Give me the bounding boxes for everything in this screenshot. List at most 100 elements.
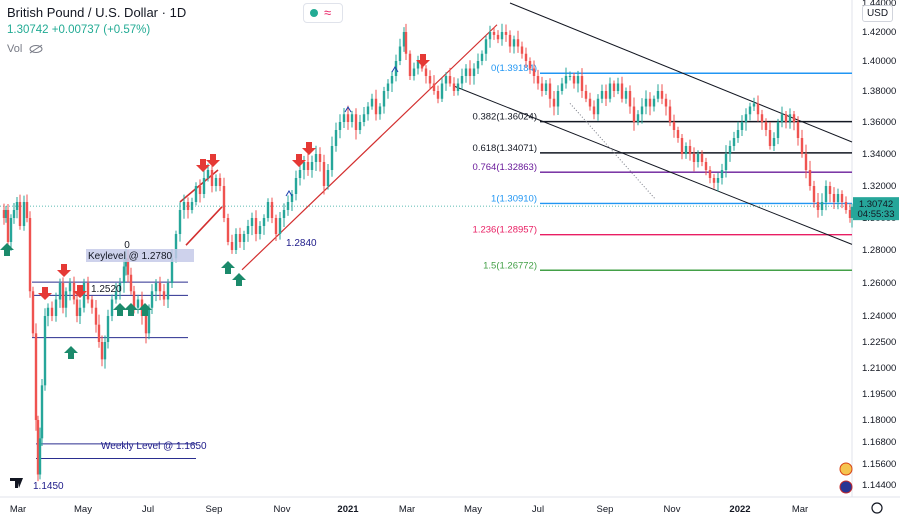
candle-body (378, 106, 382, 115)
candle-body (110, 299, 114, 316)
candle-body (178, 210, 182, 234)
time-tick-label: 2021 (337, 504, 359, 515)
candle-body (124, 258, 128, 267)
sell-arrow-icon (302, 142, 316, 155)
candle-body (362, 114, 366, 122)
candle-body (25, 202, 29, 218)
candle-body (18, 202, 22, 226)
candle-body (424, 68, 428, 76)
candle-body (166, 283, 170, 300)
candle-body (94, 307, 98, 325)
candle-body (840, 194, 844, 202)
settings-gear-icon (871, 502, 883, 514)
candle-body (222, 186, 226, 218)
candle-body (720, 170, 724, 178)
candle-body (318, 154, 322, 162)
currency-button[interactable]: USD (862, 5, 893, 22)
candle-body (480, 53, 484, 61)
candle-body (788, 114, 792, 122)
candle-body (572, 76, 576, 84)
candle-body (700, 154, 704, 162)
candle-body (812, 186, 816, 202)
candle-body (234, 234, 238, 250)
candle-body (354, 114, 358, 130)
candle-body (58, 283, 62, 300)
candle-body (548, 83, 552, 99)
candle-body (844, 202, 848, 210)
candle-body (712, 178, 716, 183)
candle-body (564, 76, 568, 84)
bar-countdown: 04:55:33 (858, 209, 895, 220)
candle-body (302, 162, 306, 170)
indicator-toggle[interactable]: ≈ (303, 3, 343, 23)
sell-arrow-icon (38, 287, 52, 300)
candle-body (286, 202, 290, 210)
chevron-marker-icon (344, 106, 352, 113)
candle-body (608, 83, 612, 99)
candle-body (129, 274, 133, 292)
candle-body (672, 122, 676, 130)
candle-body (144, 316, 148, 334)
fib-level-label: 1.5(1.26772) (483, 260, 537, 271)
candle-body (544, 83, 548, 91)
red-trend-line (241, 24, 498, 271)
candle-body (322, 162, 326, 186)
candle-body (508, 34, 512, 47)
price-tick-label: 1.34000 (862, 149, 896, 160)
candle-body (22, 202, 26, 226)
candle-body (500, 32, 504, 40)
candle-body (326, 170, 330, 186)
sell-arrow-icon (206, 154, 220, 167)
candle-body (226, 218, 230, 242)
price-tick-label: 1.19500 (862, 389, 896, 400)
candle-body (390, 76, 394, 84)
candle-body (147, 307, 151, 334)
interval-label[interactable]: 1D (169, 5, 187, 20)
price-tick-label: 1.28000 (862, 245, 896, 256)
candle-body (448, 76, 452, 84)
candle-body (310, 162, 314, 170)
candle-body (382, 91, 386, 107)
candle-body (704, 162, 708, 170)
tradingview-logo-icon (10, 478, 23, 488)
candle-body (170, 258, 174, 283)
time-tick-label: Mar (399, 504, 415, 515)
candle-body (82, 283, 86, 308)
candle-body (198, 186, 202, 194)
candle-body (210, 170, 214, 186)
volume-legend[interactable]: Vol (7, 43, 43, 55)
candle-body (262, 218, 266, 226)
candle-body (612, 83, 616, 91)
candle-body (298, 170, 302, 178)
candle-body (90, 299, 94, 308)
candle-body (512, 39, 516, 47)
candle-body (274, 218, 278, 234)
low-1.1450-label: 1.1450 (33, 481, 64, 492)
candle-body (556, 91, 560, 107)
candle-body (656, 91, 660, 99)
candle-body (772, 138, 776, 146)
candle-body (416, 61, 420, 69)
candle-body (440, 83, 444, 99)
candle-body (520, 46, 524, 54)
candle-body (194, 186, 198, 202)
candle-body (836, 194, 840, 202)
fib-level-label: 0.382(1.36024) (473, 112, 537, 123)
price-tick-label: 1.14400 (862, 480, 896, 491)
eye-off-icon[interactable] (29, 44, 43, 54)
candle-body (118, 283, 122, 292)
time-tick-label: May (464, 504, 482, 515)
candle-body (374, 98, 378, 115)
event-flag-icon (839, 462, 853, 476)
candle-body (40, 385, 44, 439)
buy-arrow-icon (124, 303, 138, 316)
candle-body (796, 122, 800, 138)
symbol-title-row: British Pound / U.S. Dollar · 1D (7, 5, 186, 20)
candle-body (492, 32, 496, 35)
candle-body (242, 234, 246, 242)
candle-body (764, 122, 768, 130)
time-tick-label: Mar (10, 504, 26, 515)
candle-body (182, 202, 186, 210)
